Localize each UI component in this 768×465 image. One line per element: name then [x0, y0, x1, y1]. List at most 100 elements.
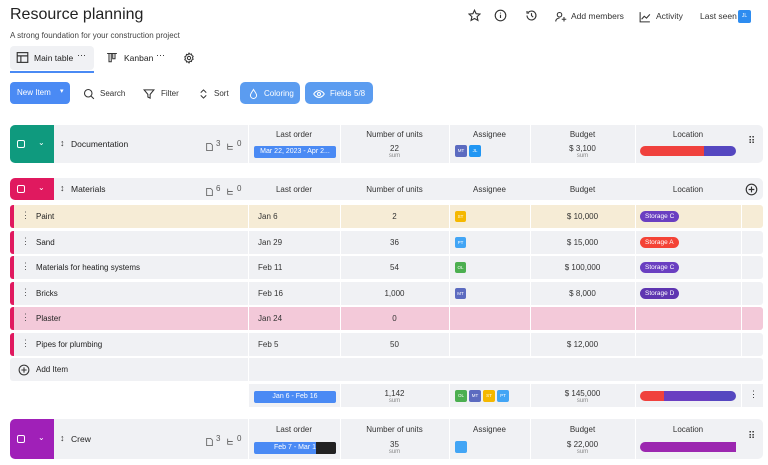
cell-divider — [449, 307, 450, 330]
new-item-button[interactable]: New Item ▾ — [10, 82, 70, 104]
chevron[interactable]: ⌄ — [38, 183, 45, 192]
fields-button[interactable]: Fields 5/8 — [305, 82, 373, 104]
cell — [340, 125, 449, 163]
cell-divider — [530, 230, 531, 254]
cell-divider — [635, 205, 636, 228]
summary-label: sum — [576, 397, 589, 404]
add-members[interactable]: Add members — [571, 11, 624, 21]
item-row — [10, 256, 763, 279]
drag-handle[interactable]: ⋮ — [21, 337, 30, 348]
menu-dots[interactable]: ⠿ — [748, 431, 756, 442]
history-icon[interactable] — [525, 9, 538, 22]
chevron[interactable]: ⌄ — [38, 138, 45, 147]
drag-handle[interactable]: ⋮ — [21, 286, 30, 297]
group-name[interactable]: Documentation — [71, 139, 129, 149]
sort[interactable]: Sort — [214, 89, 229, 98]
settings-icon[interactable] — [183, 51, 195, 64]
cell-divider — [449, 281, 450, 305]
info-icon[interactable] — [494, 9, 507, 22]
add-members-icon[interactable] — [555, 10, 567, 22]
filter[interactable]: Filter — [161, 89, 179, 98]
tab[interactable]: Kanban — [124, 53, 154, 63]
item-name[interactable]: Pipes for plumbing — [36, 339, 103, 349]
date-range-dark — [316, 442, 336, 454]
cell-divider — [340, 230, 341, 254]
cell-divider — [530, 332, 531, 356]
units: 50 — [390, 339, 399, 349]
item-name[interactable]: Plaster — [36, 314, 61, 323]
cell-divider — [340, 205, 341, 228]
assignee-chip: OL — [455, 262, 466, 273]
group-name[interactable]: Crew — [71, 434, 91, 444]
table-icon[interactable] — [16, 51, 29, 64]
cell — [530, 419, 635, 459]
eye-icon[interactable] — [313, 87, 325, 99]
checkbox[interactable] — [17, 140, 25, 148]
add-icon[interactable] — [18, 363, 30, 376]
group-color-block: ⌄ — [10, 125, 54, 163]
menu-dots[interactable]: ⠿ — [748, 136, 756, 147]
item-name[interactable]: Paint — [36, 212, 55, 221]
add-item-row — [10, 358, 763, 381]
units: 54 — [390, 263, 399, 272]
budget: $ 8,000 — [569, 288, 596, 298]
cell-divider — [741, 281, 742, 305]
column-header: Location — [672, 425, 704, 434]
drag-handle[interactable]: ⋮ — [21, 235, 30, 246]
add-item[interactable]: Add Item — [36, 365, 69, 374]
search-icon[interactable] — [83, 87, 95, 100]
search[interactable]: Search — [100, 89, 126, 98]
cell-divider — [530, 256, 531, 279]
tab[interactable]: Main table — [34, 53, 74, 63]
drag-handle[interactable]: ⋮ — [21, 312, 30, 322]
activity-icon[interactable] — [639, 10, 651, 23]
budget: $ 100,000 — [564, 263, 601, 272]
avatar[interactable]: JL — [738, 10, 751, 23]
summary-value: $ 22,000 — [566, 440, 599, 449]
item-name[interactable]: Sand — [36, 237, 55, 247]
cell — [340, 384, 449, 407]
add-column-icon[interactable] — [745, 183, 758, 196]
cell-divider — [248, 230, 249, 254]
cell — [741, 384, 763, 407]
cell-divider — [741, 230, 742, 254]
location-bar — [640, 442, 736, 452]
cell-divider — [340, 256, 341, 279]
column-header: Budget — [569, 425, 596, 434]
item-name[interactable]: Materials for heating systems — [36, 263, 141, 272]
last-order: Jan 24 — [258, 314, 283, 323]
checkbox[interactable] — [17, 435, 25, 443]
cell-divider — [248, 307, 249, 330]
menu-dots[interactable]: ⋮ — [749, 389, 758, 399]
chevron[interactable]: ⌄ — [38, 433, 45, 442]
fields-count: 5/8 — [354, 89, 366, 98]
assignee-chip: ST — [455, 211, 466, 222]
item-name[interactable]: Bricks — [36, 288, 58, 298]
date-range: Jan 6 - Feb 16 — [254, 390, 336, 403]
new-item-arrow: ▾ — [60, 88, 64, 95]
summary-label: sum — [388, 449, 401, 455]
last-order: Jan 29 — [258, 237, 283, 247]
location-bar — [710, 390, 736, 401]
star-icon[interactable] — [467, 8, 482, 22]
column-header: Assignee — [473, 130, 506, 139]
drag-handle[interactable]: ⋮ — [21, 210, 30, 220]
filter-icon[interactable] — [143, 87, 155, 99]
column-header: Budget — [569, 130, 596, 139]
assignee-chip: MT — [455, 287, 466, 299]
drop-icon[interactable] — [248, 87, 259, 99]
cell-divider — [449, 256, 450, 279]
new-item-label: New Item — [17, 88, 51, 97]
units: 36 — [390, 237, 399, 247]
group-name[interactable]: Materials — [71, 184, 106, 194]
kanban-icon[interactable] — [106, 51, 118, 63]
sort-icon[interactable] — [198, 87, 209, 99]
activity[interactable]: Activity — [656, 11, 683, 21]
team-icon — [455, 441, 467, 453]
location-tag: Storage C — [640, 211, 680, 222]
units: 0 — [392, 314, 397, 323]
checkbox[interactable] — [17, 185, 25, 193]
column-header: Last order — [275, 425, 313, 434]
drag-handle[interactable]: ⋮ — [21, 261, 30, 271]
